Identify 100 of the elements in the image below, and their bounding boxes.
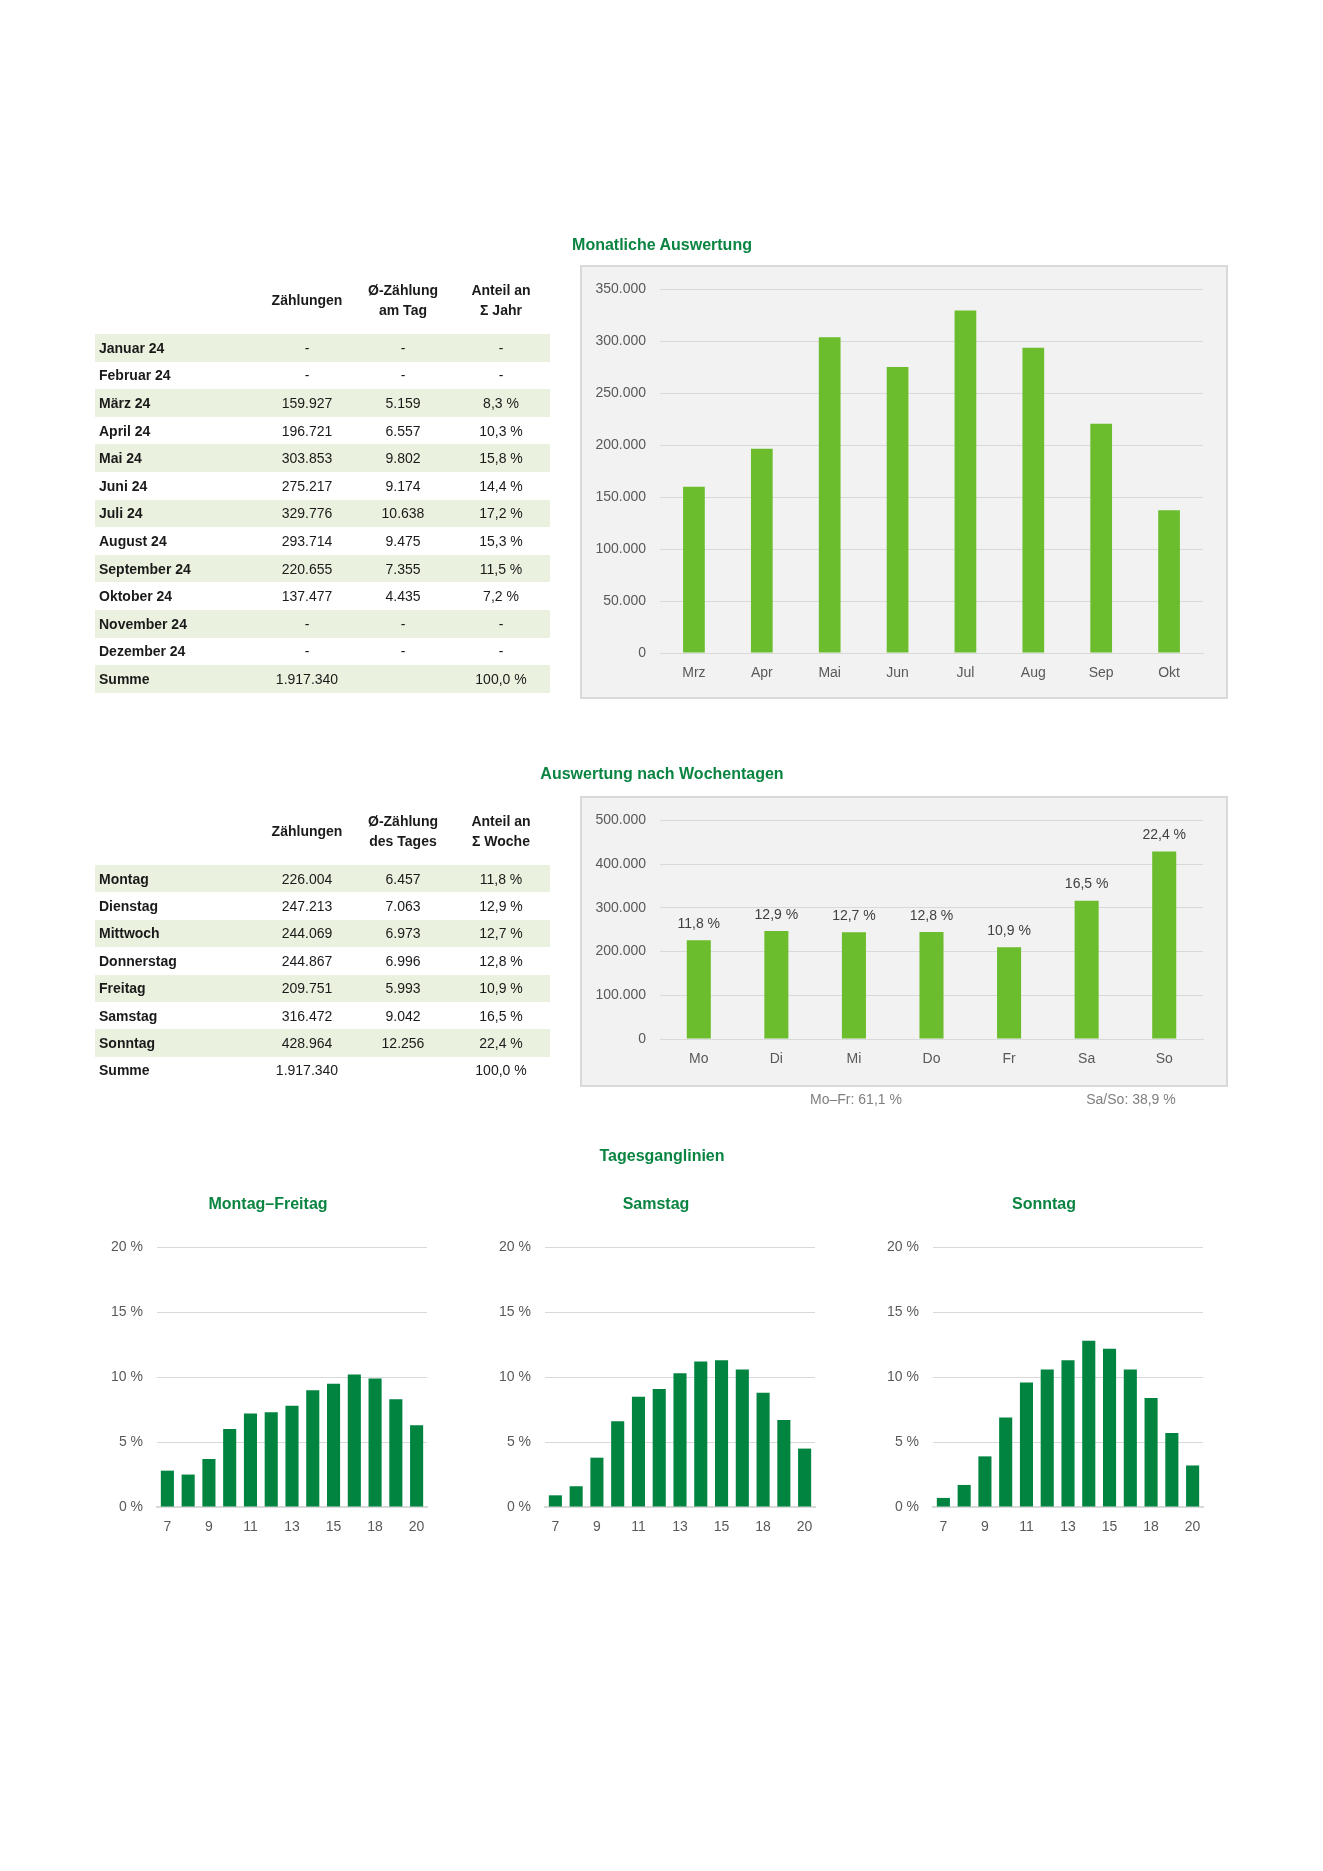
category-label: Dezember 24 bbox=[99, 643, 186, 660]
annotation: 22,4 % bbox=[1142, 826, 1187, 843]
bar bbox=[410, 1425, 424, 1507]
y-tick-label: 200.000 bbox=[595, 942, 647, 959]
x-tick-label: Fr bbox=[1002, 1050, 1017, 1067]
x-tick-label: 11 bbox=[631, 1518, 646, 1535]
bar bbox=[919, 931, 944, 1039]
bar bbox=[327, 1383, 341, 1507]
x-tick-label: 7 bbox=[551, 1518, 560, 1535]
x-tick-label: 20 bbox=[1184, 1518, 1201, 1535]
bar bbox=[764, 930, 789, 1039]
category-label: Ø-Zählung des Tages bbox=[368, 813, 438, 849]
category-label: Mai 24 bbox=[99, 450, 142, 467]
text: 428.964 bbox=[281, 1035, 333, 1052]
x-tick-label: 9 bbox=[981, 1518, 990, 1535]
y-tick-label: 0 % bbox=[118, 1497, 143, 1514]
text: Tagesganglinien bbox=[599, 1147, 725, 1164]
bar bbox=[652, 1388, 666, 1507]
text: - bbox=[304, 643, 310, 660]
x-tick-label: 20 bbox=[796, 1518, 813, 1535]
bar bbox=[1186, 1465, 1200, 1507]
x-tick-label: 13 bbox=[284, 1518, 300, 1535]
bar bbox=[1022, 347, 1045, 653]
text: 22,4 % bbox=[479, 1035, 523, 1052]
text: - bbox=[400, 643, 406, 660]
text: 9.802 bbox=[385, 450, 421, 467]
text: - bbox=[400, 367, 406, 384]
x-tick-label: 15 bbox=[1101, 1518, 1118, 1535]
category-label: Januar 24 bbox=[99, 339, 165, 356]
bar bbox=[1019, 1382, 1033, 1507]
text: 11,5 % bbox=[479, 560, 523, 577]
category-label: September 24 bbox=[99, 560, 191, 577]
text: 17,2 % bbox=[479, 505, 523, 522]
x-tick-label: 13 bbox=[672, 1518, 688, 1535]
bar bbox=[997, 947, 1022, 1039]
y-tick-label: 0 bbox=[638, 643, 647, 660]
bar bbox=[673, 1373, 687, 1507]
bar bbox=[1144, 1397, 1158, 1507]
x-tick-label: 7 bbox=[939, 1518, 948, 1535]
text: 7.355 bbox=[385, 560, 421, 577]
bar bbox=[841, 932, 866, 1039]
bar bbox=[954, 310, 977, 653]
text: 10.638 bbox=[381, 505, 425, 522]
bar bbox=[936, 1497, 950, 1507]
y-tick-label: 100.000 bbox=[595, 986, 647, 1003]
bar bbox=[223, 1429, 237, 1507]
category-label: August 24 bbox=[99, 532, 167, 549]
text: 12,9 % bbox=[479, 898, 523, 915]
text: - bbox=[498, 615, 504, 632]
text: 7,2 % bbox=[483, 588, 519, 605]
category-label: Donnerstag bbox=[99, 952, 177, 969]
text: - bbox=[400, 615, 406, 632]
bar bbox=[590, 1457, 604, 1507]
x-tick-label: Jul bbox=[956, 664, 975, 681]
category-label: Freitag bbox=[99, 980, 146, 997]
y-tick-label: 15 % bbox=[499, 1303, 531, 1320]
x-tick-label: Apr bbox=[750, 664, 774, 681]
bar bbox=[683, 486, 705, 653]
y-tick-label: 250.000 bbox=[595, 384, 647, 401]
text: 4.435 bbox=[385, 588, 421, 605]
category-label: Juni 24 bbox=[99, 477, 148, 494]
x-tick-label: Mrz bbox=[682, 664, 706, 681]
text: - bbox=[400, 339, 406, 356]
bar bbox=[756, 1392, 770, 1507]
text: 12,8 % bbox=[479, 952, 523, 969]
bar bbox=[777, 1420, 791, 1507]
text: 209.751 bbox=[281, 980, 333, 997]
x-tick-label: 18 bbox=[755, 1518, 772, 1535]
x-tick-label: 15 bbox=[713, 1518, 730, 1535]
category-label: Montag bbox=[99, 870, 149, 887]
category-label: Februar 24 bbox=[99, 367, 171, 384]
bar bbox=[243, 1413, 257, 1507]
category-label: Ø-Zählung am Tag bbox=[368, 282, 438, 318]
annotation: 11,8 % bbox=[677, 915, 721, 932]
y-tick-label: 5 % bbox=[894, 1432, 919, 1449]
category-label: Summe bbox=[99, 670, 150, 687]
bar bbox=[347, 1374, 361, 1507]
text: 8,3 % bbox=[483, 394, 519, 411]
text: 9.042 bbox=[385, 1007, 421, 1024]
x-tick-label: 11 bbox=[243, 1518, 258, 1535]
category-label: Oktober 24 bbox=[99, 588, 173, 605]
category-label: Summe bbox=[99, 1062, 150, 1079]
text: 137.477 bbox=[281, 588, 333, 605]
bar bbox=[978, 1456, 992, 1507]
text: - bbox=[304, 339, 310, 356]
text: Mo–Fr: 61,1 % bbox=[810, 1091, 902, 1107]
category-label: April 24 bbox=[99, 422, 151, 439]
chart-title: Montag–Freitag bbox=[208, 1195, 328, 1212]
category-label: Samstag bbox=[99, 1007, 158, 1024]
text: - bbox=[498, 339, 504, 356]
text: 275.217 bbox=[281, 477, 333, 494]
text: 6.557 bbox=[385, 422, 421, 439]
text: 10,9 % bbox=[479, 980, 523, 997]
bar bbox=[735, 1369, 749, 1507]
bar bbox=[306, 1390, 320, 1507]
category-label: Sonntag bbox=[99, 1035, 155, 1052]
text: - bbox=[304, 615, 310, 632]
text: 159.927 bbox=[281, 394, 333, 411]
y-tick-label: 400.000 bbox=[595, 854, 647, 871]
annotation: 16,5 % bbox=[1064, 875, 1109, 892]
